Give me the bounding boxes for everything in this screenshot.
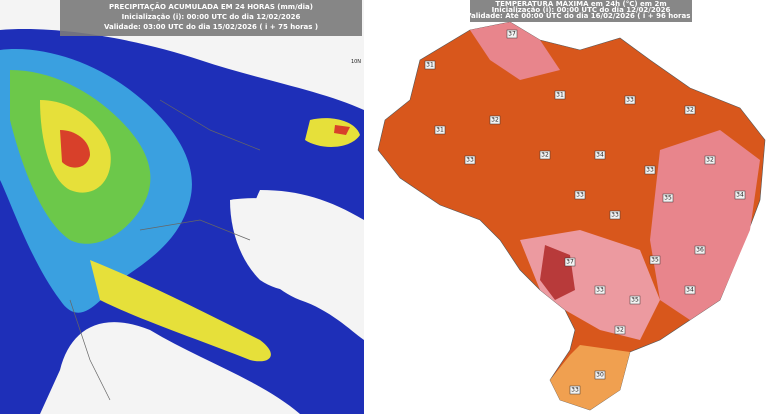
label-box [609,210,621,220]
temperature-label: 37 [566,259,574,266]
lat-label: 10N [351,59,361,65]
temperature-label: 31 [556,92,564,99]
temperature-label: 33 [626,97,634,104]
label-box [564,257,576,267]
label-box [614,325,626,335]
precip-map: PRECIPITAÇÃO ACUMULADA EM 24 HORAS (mm/d… [0,0,364,415]
label-box [662,193,674,203]
temperature-label: 31 [436,127,444,134]
temperature-labels: 37 31 32 31 33 32 31 33 32 34 33 32 33 35 34 33 37 35 36 33… [424,29,746,395]
header-init: Inicialização (i): 00:00 UTC do dia 12/0… [122,13,301,21]
temperature-label: 35 [664,195,672,202]
rain-cell [305,118,360,147]
label-box [464,155,476,165]
warm-zone [650,130,760,320]
label-box [506,29,518,39]
temperature-label: 32 [686,107,694,114]
warm-zone [470,22,560,80]
temperature-label: 32 [541,152,549,159]
temperature-label: 33 [596,287,604,294]
temperature-label: 35 [631,297,639,304]
temperature-label: 35 [651,257,659,264]
header-valid: Validade: 03:00 UTC do dia 15/02/2026 ( … [104,23,318,31]
label-box [704,155,716,165]
label-box [594,370,606,380]
label-box [539,150,551,160]
temperature-label: 30 [596,372,604,379]
temperature-label: 36 [696,247,704,254]
rain-extreme [60,130,90,168]
rain-band [90,260,271,362]
temp-map: TEMPERATURA MÁXIMA em 24h (°C) em 2m Ini… [376,0,768,414]
label-box [574,190,586,200]
header-valid: Validade: Até 00:00 UTC do dia 16/02/202… [466,12,696,20]
header-box [470,0,692,22]
temperature-label: 33 [576,192,584,199]
temperature-label: 34 [686,287,694,294]
dry-area [230,198,340,291]
temperature-label: 33 [646,167,654,174]
header-title: PRECIPITAÇÃO ACUMULADA EM 24 HORAS (mm/d… [109,2,313,11]
label-box [684,285,696,295]
label-box [624,95,636,105]
rain-cell-core [334,125,350,135]
label-box [649,255,661,265]
temperature-label: 32 [706,157,714,164]
label-box [554,90,566,100]
temperature-label: 34 [596,152,604,159]
header-title: TEMPERATURA MÁXIMA em 24h (°C) em 2m [495,0,666,8]
label-box [644,165,656,175]
label-box [434,125,446,135]
temperature-label: 32 [491,117,499,124]
label-box [424,60,436,70]
temperature-label: 33 [611,212,619,219]
temperature-label: 33 [466,157,474,164]
label-box [694,245,706,255]
header-box [60,0,362,36]
temperature-label: 34 [736,192,744,199]
label-box [684,105,696,115]
temperature-label: 33 [571,387,579,394]
label-box [569,385,581,395]
temperature-label: 31 [426,62,434,69]
label-box [594,285,606,295]
borders [69,99,261,401]
label-box [734,190,746,200]
temperature-label: 32 [616,327,624,334]
header-init: Inicialização (i): 00:00 UTC do dia 12/0… [492,6,671,14]
label-box [489,115,501,125]
label-box [594,150,606,160]
label-box [629,295,641,305]
temperature-label: 37 [508,31,516,38]
